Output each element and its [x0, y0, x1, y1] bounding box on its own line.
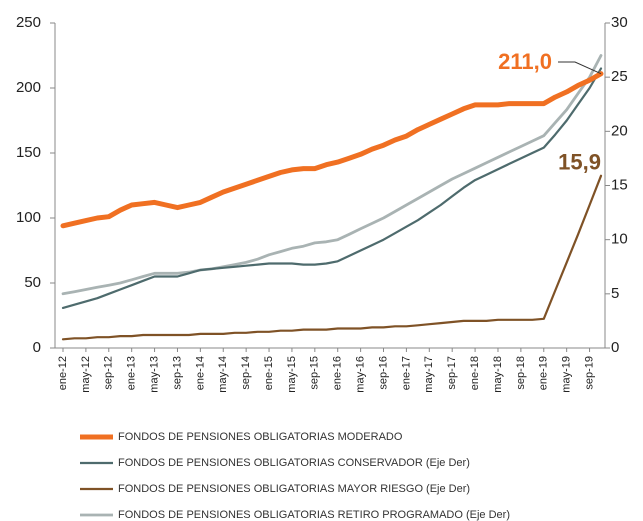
legend-label: FONDOS DE PENSIONES OBLIGATORIAS CONSERV… — [118, 457, 470, 469]
y-tick-label: 150 — [16, 144, 41, 161]
x-tick-label: ene-13 — [126, 356, 138, 390]
value-label: 15,9 — [558, 150, 601, 175]
y2-tick-label: 20 — [611, 122, 628, 139]
x-tick-label: may-16 — [355, 356, 367, 393]
x-tick-label: may-17 — [423, 356, 435, 393]
series-line — [61, 67, 603, 309]
y2-tick-label: 10 — [611, 231, 628, 248]
x-tick-label: sep-19 — [583, 356, 595, 390]
y2-tick-label: 30 — [611, 14, 628, 31]
x-tick-label: ene-18 — [469, 356, 481, 390]
y2-tick-label: 5 — [611, 285, 619, 302]
y-tick-label: 0 — [33, 339, 41, 356]
x-tick-label: ene-17 — [400, 356, 412, 390]
legend-label: FONDOS DE PENSIONES OBLIGATORIAS RETIRO … — [118, 509, 510, 521]
legend-label: FONDOS DE PENSIONES OBLIGATORIAS MAYOR R… — [118, 483, 470, 495]
x-tick-label: sep-18 — [515, 356, 527, 390]
x-tick-label: may-13 — [148, 356, 160, 393]
x-tick-label: ene-12 — [57, 356, 69, 390]
x-tick-label: may-14 — [217, 356, 229, 393]
x-tick-label: may-15 — [286, 356, 298, 393]
y-tick-label: 50 — [24, 274, 41, 291]
value-label: 211,0 — [498, 49, 552, 74]
x-tick-label: sep-15 — [309, 356, 321, 390]
leader-line — [558, 61, 602, 75]
y-tick-label: 250 — [16, 14, 41, 31]
x-tick-label: may-19 — [561, 356, 573, 393]
x-tick-label: sep-17 — [446, 356, 458, 390]
x-tick-label: ene-14 — [194, 356, 206, 390]
x-tick-label: sep-16 — [377, 356, 389, 390]
x-tick-label: may-18 — [492, 356, 504, 393]
y2-tick-label: 25 — [611, 68, 628, 85]
series-line — [61, 174, 603, 341]
x-tick-label: may-12 — [80, 356, 92, 393]
y2-tick-label: 0 — [611, 339, 619, 356]
y-tick-label: 200 — [16, 79, 41, 96]
legend-label: FONDOS DE PENSIONES OBLIGATORIAS MODERAD… — [118, 431, 403, 443]
y2-tick-label: 15 — [611, 176, 628, 193]
series-line — [61, 54, 603, 296]
x-tick-label: sep-12 — [103, 356, 115, 390]
x-tick-label: ene-16 — [332, 356, 344, 390]
x-tick-label: sep-13 — [171, 356, 183, 390]
x-tick-label: sep-14 — [240, 356, 252, 390]
x-tick-label: ene-19 — [538, 356, 550, 390]
y-tick-label: 100 — [16, 209, 41, 226]
x-tick-label: ene-15 — [263, 356, 275, 390]
series-line — [60, 71, 604, 229]
